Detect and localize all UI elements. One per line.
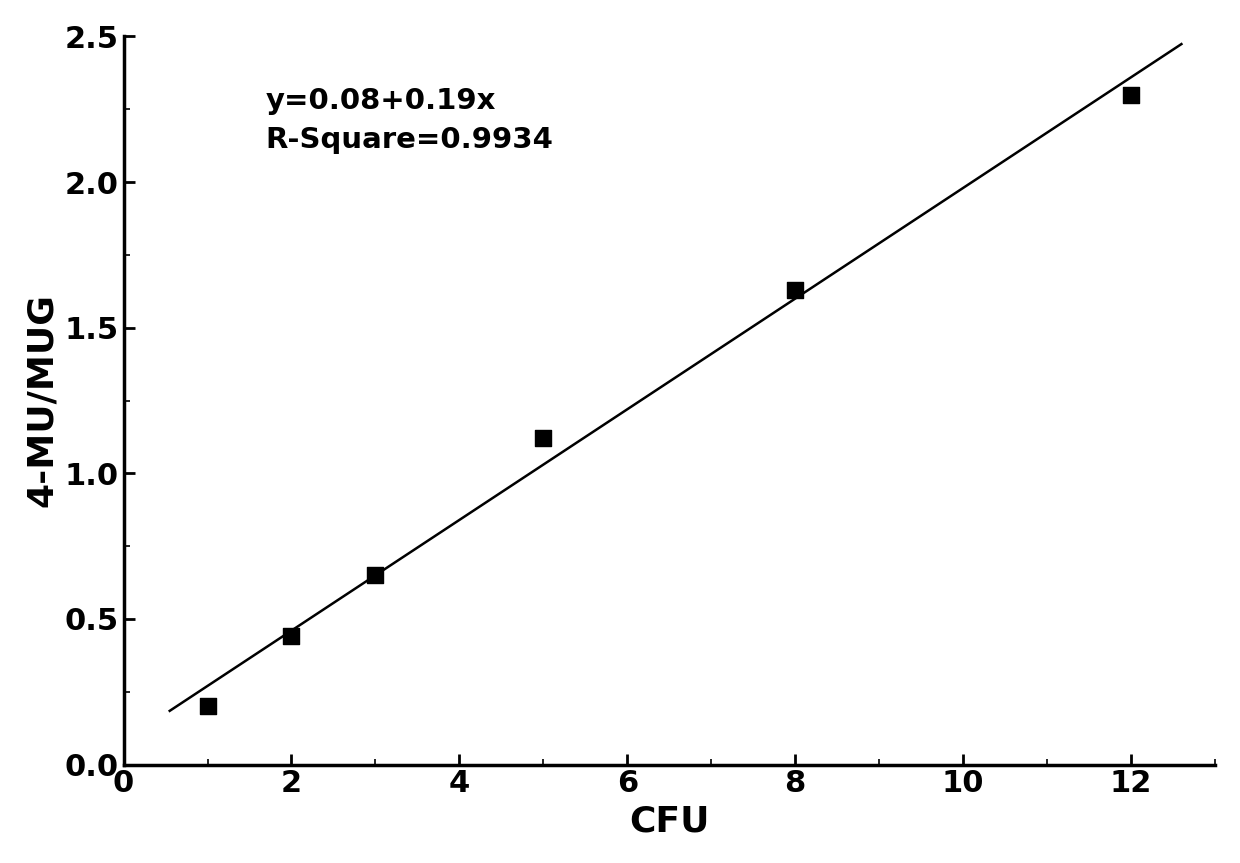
- Point: [281, 629, 301, 643]
- Y-axis label: 4-MU/MUG: 4-MU/MUG: [25, 293, 60, 507]
- Point: [1121, 88, 1141, 102]
- Point: [533, 432, 553, 445]
- Point: [785, 283, 805, 297]
- Point: [366, 569, 386, 583]
- Point: [197, 699, 217, 713]
- Text: y=0.08+0.19x
R-Square=0.9934: y=0.08+0.19x R-Square=0.9934: [265, 87, 553, 154]
- X-axis label: CFU: CFU: [629, 804, 709, 838]
